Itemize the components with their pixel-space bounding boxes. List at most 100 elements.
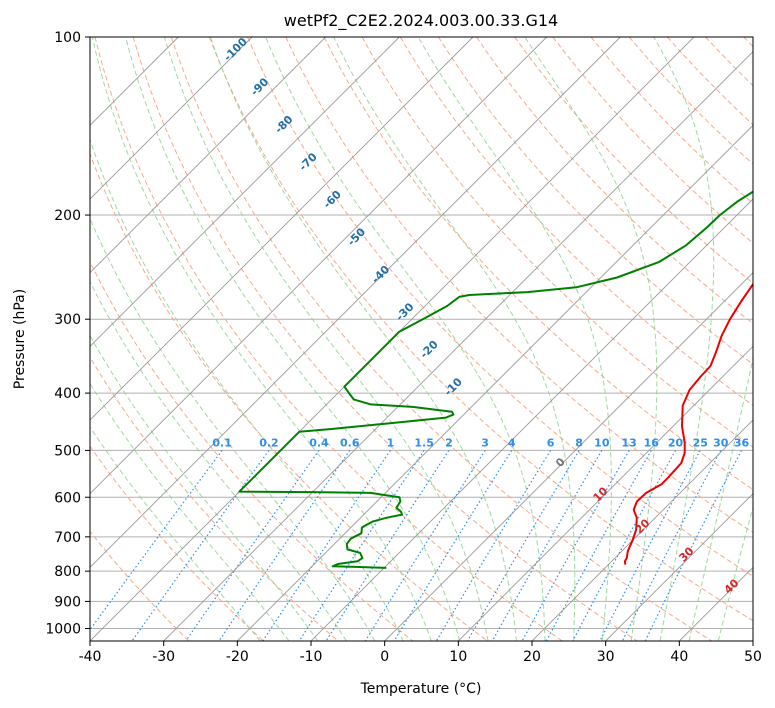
x-tick-label: -40 (79, 649, 102, 665)
dry-adiabat-line (170, 37, 712, 641)
dry-adiabat-label: -40 (369, 263, 392, 286)
dry-adiabat-line (514, 37, 753, 284)
mixing-ratio-line (466, 450, 580, 641)
mixing-ratio-line (435, 450, 552, 641)
x-axis-ticks: -40 -30 -20 -10 0 10 20 30 40 50 (79, 641, 762, 665)
dry-adiabat-line (743, 37, 753, 48)
moist-adiabat-line (417, 37, 612, 641)
mixing-ratio-line (218, 450, 351, 641)
y-tick-label: 1000 (45, 621, 81, 637)
chart-title: wetPf2_C2E2.2024.003.00.33.G14 (284, 11, 558, 31)
mixing-ratio-label: 30 (713, 436, 729, 449)
x-tick-label: -20 (226, 649, 249, 665)
sounding-series (238, 190, 753, 569)
mixing-ratio-label: 1 (387, 436, 395, 449)
dry-adiabat-line (90, 445, 264, 641)
dry-adiabat-line (323, 37, 753, 491)
dry-adiabat-label: -50 (345, 225, 368, 248)
moist-adiabat-line (717, 505, 753, 641)
isotherm-line (90, 37, 474, 421)
moist-adiabat-line (90, 334, 319, 641)
moist-adiabat-label: 40 (722, 576, 742, 596)
dry-adiabat-line (285, 37, 753, 534)
y-tick-label: 400 (54, 386, 81, 402)
plot-frame (89, 36, 754, 642)
mixing-ratio-label: 4 (508, 436, 516, 449)
moist-adiabat-line (653, 37, 715, 641)
y-tick-label: 900 (54, 594, 81, 610)
mixing-ratio-line (298, 450, 425, 641)
moist-adiabat-line (90, 382, 290, 641)
dry-adiabat-line (209, 37, 753, 622)
dry-adiabat-line (476, 37, 753, 325)
x-tick-label: 0 (380, 649, 389, 665)
temperature-profile (623, 282, 753, 565)
mixing-ratio-line (364, 450, 486, 641)
x-tick-label: 20 (523, 649, 541, 665)
mixing-ratio-line (131, 450, 270, 641)
isotherm-line (90, 37, 253, 200)
x-tick-label: -30 (152, 649, 175, 665)
dry-adiabat-label: -30 (393, 300, 416, 323)
isotherm-line (310, 198, 753, 641)
moist-adiabat-line (688, 355, 753, 641)
isotherm-line (163, 51, 753, 641)
x-tick-label: 50 (744, 649, 762, 665)
plot-area: -100-90-80-70-60-50-40-30-20-10010203040… (90, 35, 753, 641)
dry-adiabat-line (132, 37, 638, 641)
moist-adiabat-line (333, 37, 576, 641)
mixing-ratio-line (90, 450, 223, 631)
mixing-ratio-line (572, 450, 677, 641)
dry-adiabat-line (399, 37, 753, 406)
dry-adiabat-line (361, 37, 753, 448)
mixing-ratio-line (262, 450, 391, 641)
dry-adiabat-label: -70 (297, 150, 320, 173)
y-axis-ticks: 100 200 300 400 500 600 700 800 900 1000 (45, 30, 90, 637)
mixing-ratio-label: 6 (547, 436, 555, 449)
dry-adiabat-line (90, 356, 339, 641)
isotherm-line (90, 37, 400, 347)
mixing-ratio-label: 0.1 (212, 436, 232, 449)
mixing-ratio-label: 13 (622, 436, 637, 449)
isotherm-line (605, 493, 753, 641)
mixing-ratio-label: 2 (445, 436, 453, 449)
moist-adiabat-line (125, 37, 461, 641)
moist-adiabat-label: 30 (677, 544, 697, 564)
mixing-ratio-lines (90, 450, 743, 641)
y-tick-label: 800 (54, 564, 81, 580)
moist-adiabat-line (90, 426, 261, 641)
dry-adiabat-line (552, 37, 753, 244)
dry-adiabat-line (628, 37, 753, 165)
mixing-ratio-line (599, 450, 701, 641)
isotherm-line (458, 345, 753, 641)
mixing-ratio-label: 36 (734, 436, 750, 449)
dry-adiabat-label: -100 (221, 35, 250, 64)
moist-adiabat-line (524, 37, 658, 641)
isotherm-line (90, 37, 326, 274)
y-tick-label: 700 (54, 530, 81, 546)
moist-adiabat-line (90, 217, 376, 641)
mixing-ratio-label: 0.4 (309, 436, 329, 449)
dry-adiabat-line (94, 37, 563, 641)
moist-adiabat-label: 10 (591, 484, 611, 504)
isotherm-line (752, 640, 753, 641)
mixing-ratio-label: 0.6 (340, 436, 360, 449)
moist-adiabat-line (209, 37, 517, 641)
mixing-ratio-line (491, 450, 603, 641)
mixing-ratio-line (185, 450, 320, 641)
moist-adiabat-line (163, 37, 489, 641)
dry-adiabat-line (90, 260, 414, 641)
moist-adiabat-line (265, 37, 546, 641)
isotherm-line (90, 37, 621, 568)
x-tick-label: -10 (300, 649, 323, 665)
isotherm-line (237, 124, 753, 641)
y-tick-label: 600 (54, 490, 81, 506)
mixing-ratio-label: 3 (481, 436, 489, 449)
y-tick-label: 200 (54, 208, 81, 224)
mixing-ratio-line (545, 450, 652, 641)
mixing-ratio-label: 10 (594, 436, 610, 449)
mixing-ratio-label: 16 (644, 436, 660, 449)
mixing-ratio-label: 8 (575, 436, 583, 449)
mixing-ratio-label: 1.5 (414, 436, 434, 449)
